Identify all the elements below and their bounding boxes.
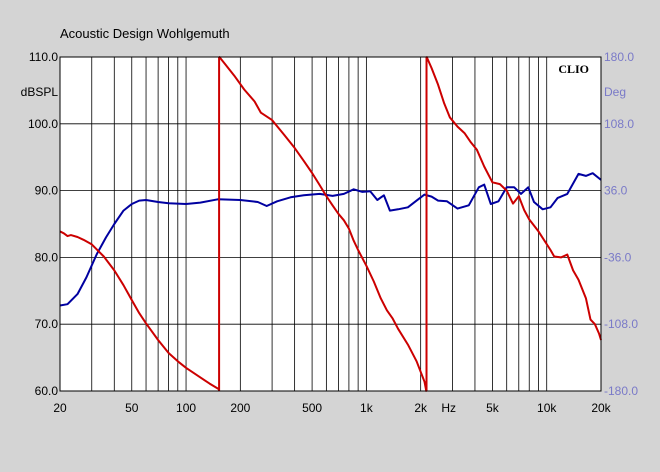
x-tick-label: 20k xyxy=(591,401,611,415)
y-ticks-right: 180.0 108.0 36.0 -36.0 -108.0 -180.0 xyxy=(604,50,638,398)
x-tick-label: 50 xyxy=(125,401,139,415)
grid xyxy=(60,57,601,391)
plot-frame xyxy=(59,56,602,392)
x-tick-label: 500 xyxy=(302,401,322,415)
y-tick-label-left: 60.0 xyxy=(35,384,59,398)
y-tick-label-left: 80.0 xyxy=(35,250,59,264)
chart-title: Acoustic Design Wohlgemuth xyxy=(60,26,230,41)
y-tick-label-right: 108.0 xyxy=(604,117,634,131)
y-tick-label-left: 110.0 xyxy=(29,50,58,64)
plot-area xyxy=(60,57,601,391)
x-tick-label: 10k xyxy=(537,401,557,415)
y-axis-label-left: dBSPL xyxy=(21,85,59,99)
x-tick-label: 100 xyxy=(176,401,196,415)
y-axis-label-right: Deg xyxy=(604,85,626,99)
y-tick-label-right: -180.0 xyxy=(604,384,638,398)
y-tick-label-right: 36.0 xyxy=(604,184,628,198)
x-axis-label: Hz xyxy=(441,401,456,415)
y-tick-label-left: 70.0 xyxy=(35,317,59,331)
x-tick-label: 1k xyxy=(360,401,374,415)
x-tick-label: 2k xyxy=(414,401,428,415)
y-tick-label-left: 90.0 xyxy=(35,184,59,198)
y-tick-label-left: 100.0 xyxy=(28,117,58,131)
magnitude-curve xyxy=(59,172,602,307)
x-tick-label: 200 xyxy=(230,401,250,415)
x-ticks: 20 50 100 200 500 1k 2k 5k 10k 20k xyxy=(53,401,611,415)
x-tick-label: 5k xyxy=(486,401,500,415)
x-tick-label: 20 xyxy=(53,401,67,415)
clio-brand-label: CLIO xyxy=(558,62,589,76)
phase-curve xyxy=(59,56,602,392)
y-tick-label-right: -36.0 xyxy=(604,250,632,264)
y-tick-label-right: 180.0 xyxy=(604,50,634,64)
series-layer xyxy=(59,56,602,392)
y-ticks-left: 110.0 100.0 90.0 80.0 70.0 60.0 xyxy=(28,50,58,398)
y-tick-label-right: -108.0 xyxy=(604,317,638,331)
